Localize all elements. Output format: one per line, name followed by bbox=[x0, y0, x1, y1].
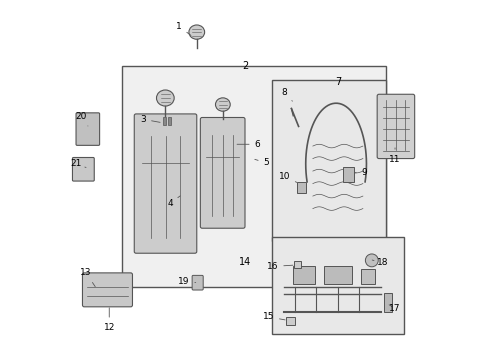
Bar bbox=[122, 66, 386, 287]
Circle shape bbox=[366, 254, 378, 267]
FancyBboxPatch shape bbox=[192, 275, 203, 290]
Bar bbox=[384, 293, 392, 312]
Text: 17: 17 bbox=[389, 304, 401, 313]
Bar bbox=[361, 269, 375, 284]
Text: 15: 15 bbox=[263, 312, 285, 321]
Bar bbox=[323, 266, 352, 284]
Ellipse shape bbox=[189, 25, 205, 39]
Ellipse shape bbox=[216, 98, 230, 111]
Text: 3: 3 bbox=[140, 115, 160, 124]
Text: 6: 6 bbox=[237, 140, 260, 149]
Bar bbox=[272, 237, 404, 334]
Text: 4: 4 bbox=[167, 196, 180, 208]
Bar bbox=[168, 117, 171, 125]
Text: 20: 20 bbox=[75, 112, 88, 126]
Text: 19: 19 bbox=[178, 277, 196, 286]
Bar bbox=[293, 266, 315, 284]
Text: 14: 14 bbox=[239, 257, 251, 267]
Text: 11: 11 bbox=[389, 148, 401, 164]
Text: 9: 9 bbox=[355, 168, 368, 177]
FancyBboxPatch shape bbox=[82, 273, 132, 307]
Bar bbox=[272, 80, 386, 241]
Text: 12: 12 bbox=[103, 308, 115, 332]
Text: 18: 18 bbox=[372, 258, 388, 267]
Bar bbox=[163, 117, 166, 125]
Bar bbox=[294, 261, 301, 267]
Text: 5: 5 bbox=[255, 158, 270, 167]
Bar bbox=[297, 182, 306, 193]
FancyBboxPatch shape bbox=[377, 94, 415, 158]
Text: 2: 2 bbox=[242, 61, 248, 71]
Text: 7: 7 bbox=[335, 77, 341, 87]
FancyBboxPatch shape bbox=[200, 117, 245, 228]
Text: 1: 1 bbox=[176, 22, 191, 35]
Text: 13: 13 bbox=[80, 268, 95, 287]
FancyBboxPatch shape bbox=[73, 157, 94, 181]
Text: 21: 21 bbox=[71, 159, 86, 168]
Text: 16: 16 bbox=[267, 262, 293, 271]
FancyBboxPatch shape bbox=[76, 113, 99, 145]
Bar bbox=[286, 317, 295, 325]
Text: 8: 8 bbox=[281, 88, 293, 101]
Text: 10: 10 bbox=[278, 172, 297, 183]
Bar bbox=[343, 167, 354, 182]
FancyBboxPatch shape bbox=[134, 114, 197, 253]
Ellipse shape bbox=[156, 90, 174, 106]
